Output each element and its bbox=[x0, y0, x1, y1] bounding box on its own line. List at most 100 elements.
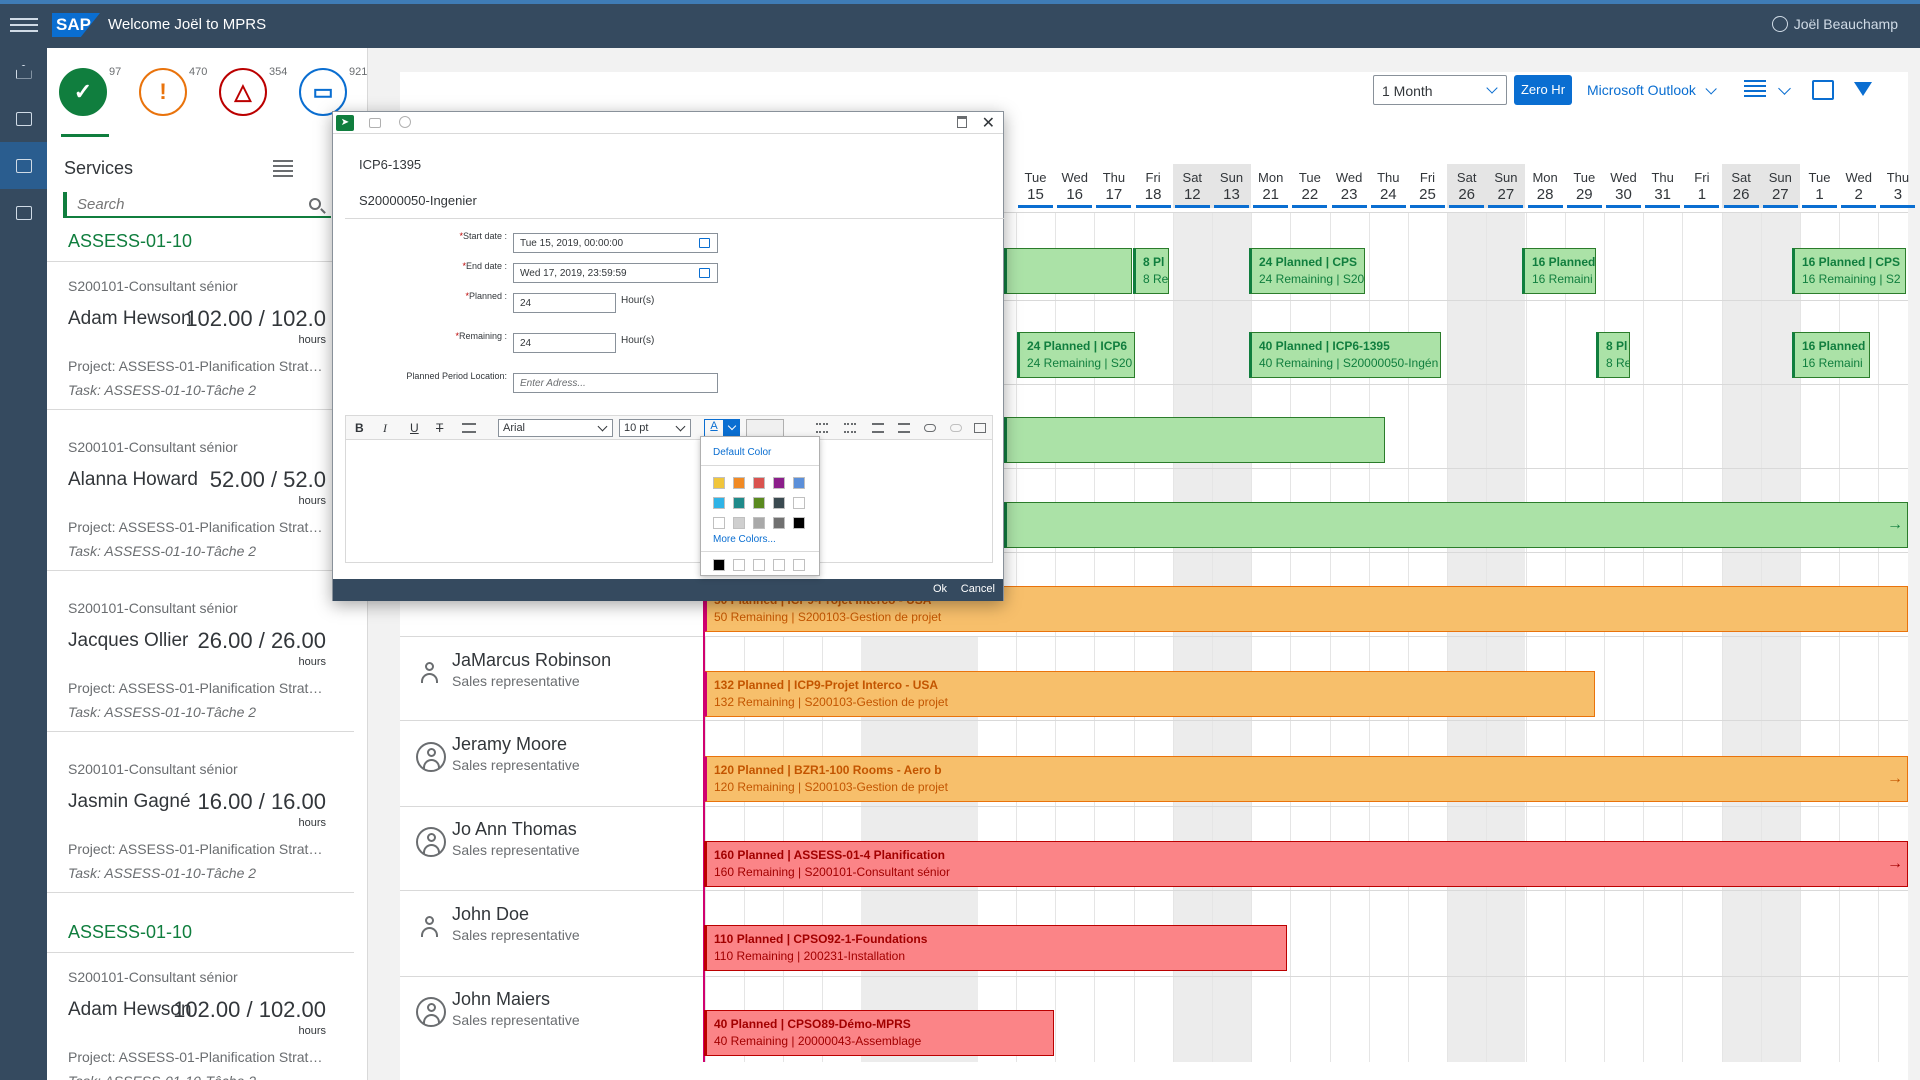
arrow-right-icon[interactable]: → bbox=[1887, 770, 1903, 787]
hamburger-menu-icon[interactable] bbox=[10, 14, 38, 38]
rich-text-editor[interactable]: B I U T Arial 10 pt A bbox=[345, 415, 993, 563]
chevron-down-icon[interactable] bbox=[1778, 82, 1791, 95]
recent-color-swatch[interactable] bbox=[753, 559, 765, 571]
arrow-right-icon[interactable]: → bbox=[1887, 516, 1903, 533]
font-family-select[interactable]: Arial bbox=[498, 419, 613, 437]
day-header[interactable]: Sat 26 bbox=[1447, 164, 1487, 208]
color-swatch[interactable] bbox=[793, 477, 805, 489]
color-swatch[interactable] bbox=[793, 517, 805, 529]
calendar-icon[interactable] bbox=[1812, 80, 1834, 100]
more-colors-option[interactable]: More Colors... bbox=[713, 534, 776, 545]
day-header[interactable]: Sat 12 bbox=[1172, 164, 1212, 208]
day-header[interactable]: Wed 30 bbox=[1604, 164, 1643, 208]
zero-hr-button[interactable]: Zero Hr bbox=[1514, 75, 1572, 105]
close-icon[interactable]: ✕ bbox=[981, 115, 995, 132]
assignment-event[interactable]: 120 Planned | BZR1-100 Rooms - Aero b 120… bbox=[704, 756, 1908, 802]
calendar-icon[interactable] bbox=[699, 238, 710, 248]
text-color-dropdown[interactable] bbox=[724, 419, 740, 437]
period-select[interactable]: 1 Month bbox=[1373, 75, 1507, 105]
day-header[interactable]: Mon 21 bbox=[1251, 164, 1290, 208]
email-icon[interactable] bbox=[369, 118, 381, 128]
font-size-select[interactable]: 10 pt bbox=[619, 419, 691, 437]
text-color-button[interactable]: A bbox=[704, 419, 724, 437]
day-header[interactable]: Fri 25 bbox=[1408, 164, 1447, 208]
day-header[interactable]: Tue 22 bbox=[1290, 164, 1329, 208]
service-card[interactable]: S200101-Consultant sénior Jasmin Gagné 16.… bbox=[68, 761, 348, 901]
list-view-icon[interactable] bbox=[273, 160, 293, 178]
service-group-header[interactable]: ASSESS-01-10 bbox=[68, 231, 193, 251]
color-swatch[interactable] bbox=[713, 517, 725, 529]
end-date-field[interactable]: Wed 17, 2019, 23:59:59 bbox=[513, 263, 718, 283]
color-swatch[interactable] bbox=[753, 497, 765, 509]
recent-color-swatch[interactable] bbox=[773, 559, 785, 571]
assignment-event[interactable]: 40 Planned | ICP6-1395 40 Remaining | S20… bbox=[1249, 332, 1441, 378]
day-header[interactable]: Tue 1 bbox=[1800, 164, 1839, 208]
bullet-list-icon[interactable] bbox=[816, 423, 828, 433]
unlink-icon[interactable] bbox=[950, 424, 962, 432]
day-header[interactable]: Wed 2 bbox=[1839, 164, 1878, 208]
day-header[interactable]: Thu 17 bbox=[1094, 164, 1133, 208]
color-swatch[interactable] bbox=[793, 497, 805, 509]
color-swatch[interactable] bbox=[713, 477, 725, 489]
services-search-input[interactable] bbox=[63, 192, 331, 218]
day-header[interactable]: Fri 18 bbox=[1134, 164, 1173, 208]
filter-clear-icon[interactable] bbox=[1854, 82, 1872, 96]
resource-name[interactable]: John Maiers bbox=[452, 989, 551, 1009]
day-header[interactable]: Mon 28 bbox=[1526, 164, 1565, 208]
user-menu[interactable]: Joël Beauchamp bbox=[1771, 16, 1898, 32]
assignment-event[interactable]: 8 Pl 8 Re bbox=[1596, 332, 1630, 378]
assignment-event[interactable]: → bbox=[1004, 502, 1908, 548]
assignment-event[interactable]: 160 Planned | ASSESS-01-4 Planification 1… bbox=[704, 841, 1908, 887]
day-header[interactable]: Sat 26 bbox=[1721, 164, 1761, 208]
day-header[interactable]: Fri 1 bbox=[1682, 164, 1721, 208]
assignment-event[interactable]: 110 Planned | CPSO92-1-Foundations 110 Re… bbox=[704, 925, 1287, 971]
color-swatch[interactable] bbox=[733, 517, 745, 529]
color-swatch[interactable] bbox=[753, 477, 765, 489]
nav-schedule[interactable] bbox=[0, 189, 47, 236]
resource-name[interactable]: John Doe bbox=[452, 904, 530, 924]
color-swatch[interactable] bbox=[753, 517, 765, 529]
service-group-header[interactable]: ASSESS-01-10 bbox=[68, 922, 193, 942]
indent-icon[interactable] bbox=[898, 423, 910, 433]
assignment-event[interactable]: 132 Planned | ICP9-Projet Interco - USA 1… bbox=[704, 671, 1595, 717]
assignment-event[interactable] bbox=[1004, 417, 1385, 463]
color-swatch[interactable] bbox=[733, 497, 745, 509]
warning-exclamation-icon[interactable]: ! bbox=[139, 68, 187, 116]
resource-name[interactable]: Jo Ann Thomas bbox=[452, 819, 577, 839]
strikethrough-button[interactable]: T bbox=[436, 421, 444, 435]
block-icon[interactable] bbox=[399, 116, 411, 128]
color-swatch[interactable] bbox=[773, 497, 785, 509]
assignment-event[interactable]: 16 Planned 16 Remaini bbox=[1522, 248, 1596, 294]
recent-color-swatch[interactable] bbox=[793, 559, 805, 571]
day-header[interactable]: Tue 15 bbox=[1016, 164, 1055, 208]
color-swatch[interactable] bbox=[773, 477, 785, 489]
color-swatch[interactable] bbox=[733, 477, 745, 489]
align-icon[interactable] bbox=[462, 423, 476, 433]
nav-planning[interactable] bbox=[0, 142, 47, 189]
day-header[interactable]: Sun 13 bbox=[1212, 164, 1251, 208]
numbered-list-icon[interactable] bbox=[844, 423, 856, 433]
image-icon[interactable] bbox=[974, 423, 986, 433]
send-icon[interactable]: ➤ bbox=[336, 115, 354, 131]
ok-button[interactable]: Ok bbox=[932, 583, 947, 595]
assignment-event[interactable]: 24 Planned | CPS 24 Remaining | S20 bbox=[1249, 248, 1365, 294]
default-color-option[interactable]: Default Color bbox=[713, 447, 772, 458]
nav-home[interactable] bbox=[0, 48, 47, 95]
color-swatch[interactable] bbox=[773, 517, 785, 529]
day-header[interactable]: Sun 27 bbox=[1486, 164, 1526, 208]
assignment-event[interactable]: 16 Planned 16 Remaini bbox=[1792, 332, 1870, 378]
assignment-event[interactable]: 16 Planned | CPS 16 Remaining | S2 bbox=[1792, 248, 1906, 294]
assignment-event[interactable]: 8 Pl 8 Re bbox=[1133, 248, 1169, 294]
planned-hours-field[interactable]: 24 bbox=[513, 293, 616, 313]
resource-name[interactable]: Jeramy Moore bbox=[452, 734, 568, 754]
start-date-field[interactable]: Tue 15, 2019, 00:00:00 bbox=[513, 233, 718, 253]
service-card[interactable]: S200101-Consultant sénior Adam Hewson 102.… bbox=[68, 969, 348, 1080]
delete-icon[interactable] bbox=[957, 116, 967, 128]
calendar-icon[interactable] bbox=[699, 268, 710, 278]
notebook-icon[interactable]: ▭ bbox=[299, 68, 347, 116]
service-card[interactable]: S200101-Consultant sénior Adam Hewson 102.… bbox=[68, 278, 348, 418]
search-icon[interactable] bbox=[309, 198, 321, 210]
outdent-icon[interactable] bbox=[872, 423, 884, 433]
recent-color-swatch[interactable] bbox=[733, 559, 745, 571]
alert-triangle-icon[interactable]: △ bbox=[219, 68, 267, 116]
